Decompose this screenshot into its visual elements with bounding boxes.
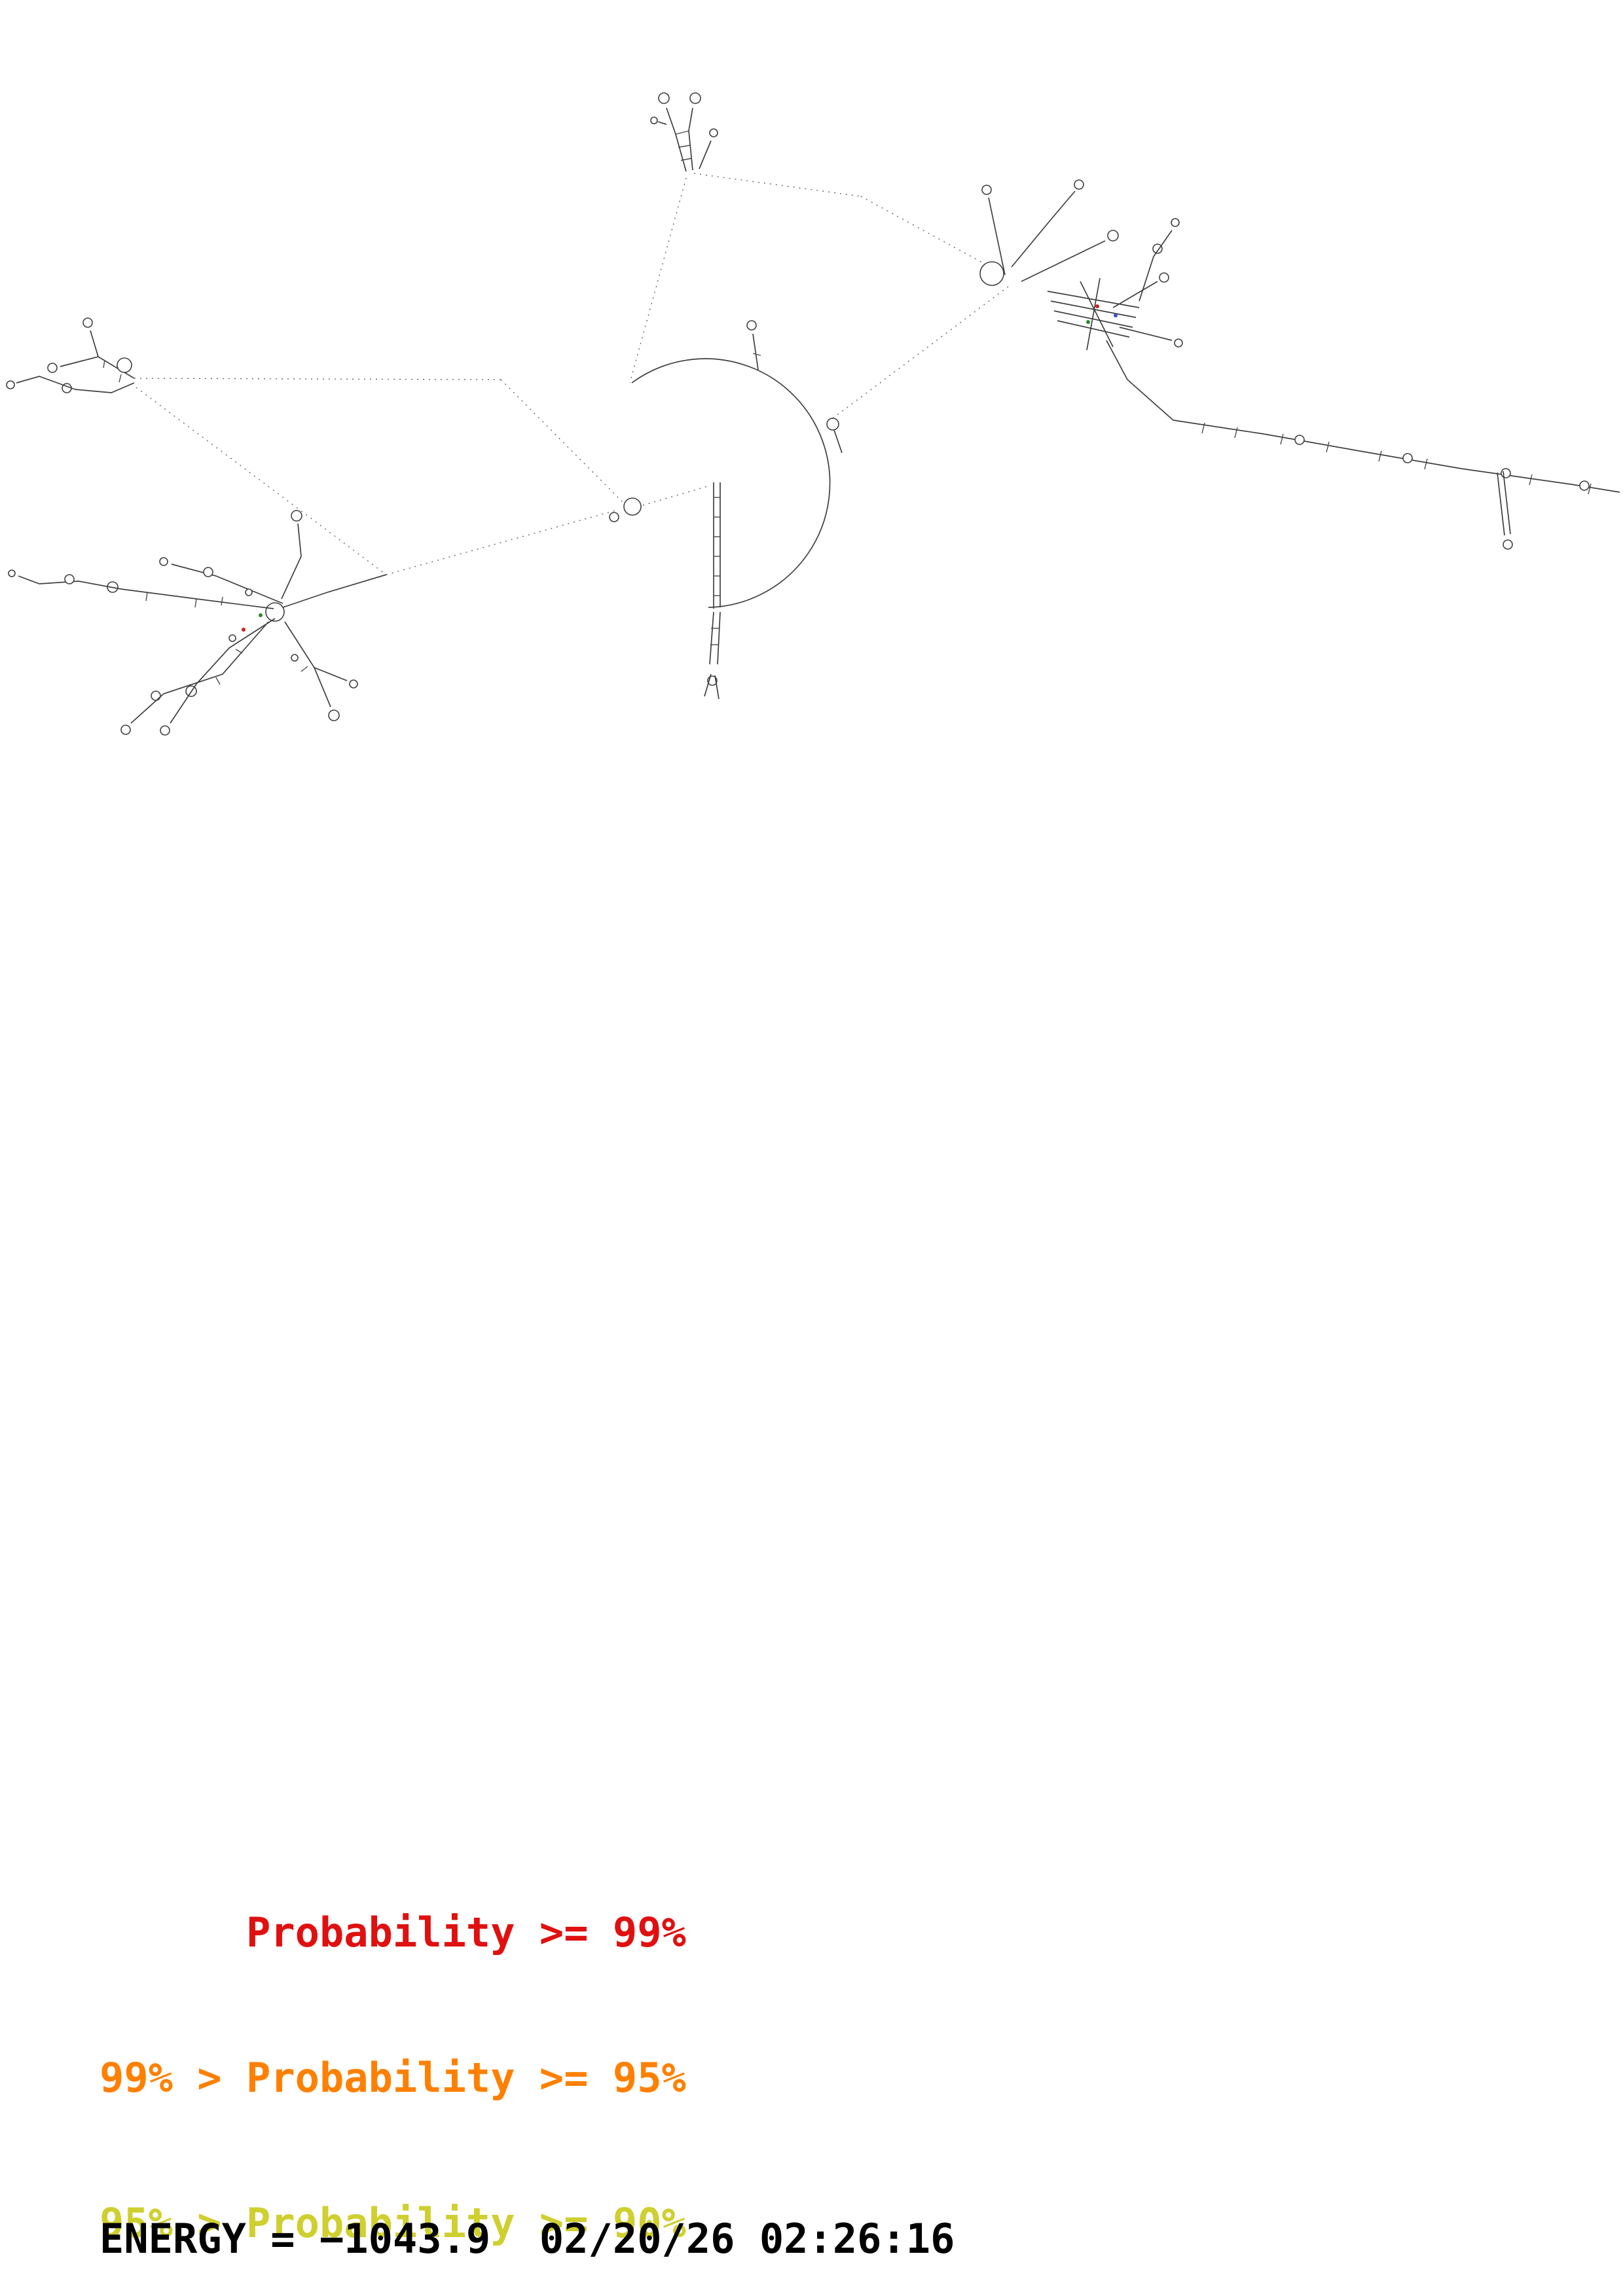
- connector-line: [386, 510, 616, 575]
- long-chain: [1173, 420, 1620, 493]
- branch: [39, 581, 122, 590]
- hairpin-tail: [714, 675, 720, 700]
- legend-item-95: 99% > Probability >= 95%: [100, 2054, 686, 2102]
- branch: [1011, 190, 1076, 268]
- crescent-loop: [631, 358, 831, 608]
- hairpin-tail: [704, 673, 712, 697]
- knot-line: [1047, 291, 1140, 308]
- branch: [171, 564, 283, 604]
- connector-line: [860, 196, 1006, 276]
- chain-branch: [1497, 472, 1505, 536]
- branch: [281, 523, 302, 600]
- knot-line: [1050, 300, 1137, 318]
- branch: [1106, 340, 1128, 380]
- branch: [1153, 230, 1173, 257]
- branch: [752, 333, 759, 370]
- branch: [988, 197, 1006, 276]
- branch: [284, 621, 331, 708]
- branch: [130, 693, 164, 724]
- branch: [163, 621, 269, 694]
- hairpin-stem: [666, 107, 687, 172]
- branch: [16, 376, 76, 390]
- branch: [1112, 281, 1158, 308]
- legend-item-90: 95% > Probability >= 90%: [100, 2199, 686, 2247]
- energy-annotation: ENERGY = −1043.9 02/20/26 02:26:16: [100, 2215, 955, 2263]
- connector-line: [136, 387, 387, 575]
- connector-line: [629, 177, 687, 384]
- knot-line: [1080, 281, 1114, 348]
- connector-line: [134, 378, 501, 380]
- branch: [196, 618, 276, 685]
- branch: [170, 683, 197, 724]
- branch: [314, 667, 348, 681]
- knot-line: [1053, 310, 1133, 328]
- hairpin-stem: [717, 611, 721, 665]
- probability-legend: Probability >= 99% 99% > Probability >= …: [100, 1812, 686, 2296]
- hairpin-stem: [709, 611, 714, 665]
- branch: [1139, 256, 1154, 302]
- legend-item-99: Probability >= 99%: [100, 1909, 686, 1956]
- branch: [90, 330, 99, 357]
- branch: [75, 382, 135, 393]
- branch: [1119, 327, 1173, 341]
- connector-line: [693, 173, 862, 197]
- branch: [657, 121, 667, 125]
- hairpin-stem: [688, 107, 693, 171]
- chain-branch: [1503, 471, 1511, 535]
- branch: [1127, 379, 1174, 421]
- knot-line: [1057, 320, 1130, 338]
- connector-line: [830, 286, 1009, 421]
- branch: [18, 575, 40, 584]
- branch: [1021, 240, 1106, 282]
- branch: [282, 574, 387, 608]
- branch: [699, 140, 712, 170]
- knot-line: [1086, 278, 1101, 351]
- rna-structure-diagram: [6, 92, 1620, 736]
- connector-line: [642, 485, 710, 506]
- connector-line: [500, 379, 624, 503]
- branch: [833, 429, 843, 454]
